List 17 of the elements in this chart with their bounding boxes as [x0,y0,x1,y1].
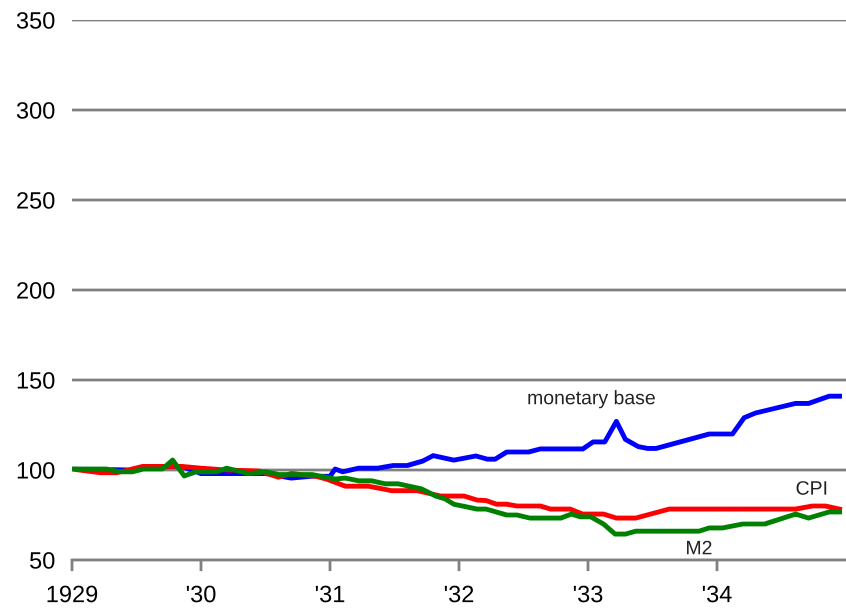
x-tick-label: '32 [444,586,474,602]
line-series [72,458,842,537]
y-tick-label: 50 [30,552,54,569]
y-tick-label: 200 [17,282,54,299]
series-label: M2 [687,540,712,554]
x-tick-label: '31 [316,586,344,602]
x-tick-label: '34 [702,586,732,602]
x-tick-label: '33 [574,586,602,602]
y-tick-label: 150 [18,372,54,389]
y-tick-label: 250 [17,192,54,209]
y-tick-label: 300 [16,102,54,119]
series-label: CPI [796,481,826,495]
x-tick-label: 1929 [48,586,98,602]
y-tick-label: 350 [16,12,54,29]
y-tick-label: 100 [18,462,54,479]
series-label: monetary base [528,390,655,408]
x-tick-label: '30 [186,586,216,602]
